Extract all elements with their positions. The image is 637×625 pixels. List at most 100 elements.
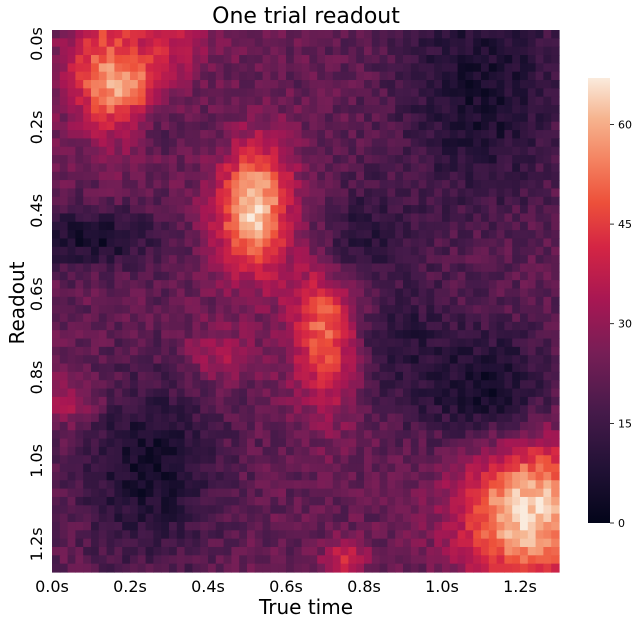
- heatmap-cell: [91, 321, 100, 331]
- heatmap-cell: [449, 355, 459, 365]
- heatmap-cell: [145, 105, 154, 114]
- heatmap-cell: [309, 438, 318, 448]
- heatmap-cell: [309, 371, 318, 381]
- heatmap-cell: [340, 155, 349, 165]
- heatmap-cell: [371, 446, 381, 456]
- heatmap-cell: [317, 521, 326, 531]
- heatmap-cell: [387, 388, 396, 398]
- heatmap-cell: [442, 55, 451, 64]
- x-tick-label: 0.4s: [191, 577, 225, 596]
- heatmap-cell: [52, 255, 61, 265]
- heatmap-cell: [153, 88, 162, 98]
- heatmap-cell: [340, 55, 349, 64]
- heatmap-cell: [410, 513, 420, 523]
- heatmap-cell: [153, 230, 162, 240]
- heatmap-cell: [91, 213, 100, 223]
- heatmap-cell: [442, 213, 451, 223]
- heatmap-cell: [465, 463, 474, 473]
- heatmap-cell: [247, 296, 256, 306]
- heatmap-cell: [278, 413, 287, 423]
- heatmap-cell: [239, 96, 248, 106]
- heatmap-cell: [98, 305, 108, 315]
- heatmap-cell: [309, 238, 318, 248]
- heatmap-cell: [114, 363, 123, 373]
- heatmap-cell: [83, 563, 92, 573]
- heatmap-cell: [122, 338, 131, 348]
- heatmap-cell: [262, 113, 271, 123]
- heatmap-cell: [215, 430, 225, 440]
- heatmap-cell: [496, 446, 505, 456]
- heatmap-cell: [75, 246, 84, 256]
- heatmap-cell: [496, 413, 505, 423]
- heatmap-cell: [364, 321, 373, 331]
- heatmap-cell: [449, 205, 459, 215]
- heatmap-cell: [379, 413, 388, 423]
- heatmap-cell: [301, 555, 310, 565]
- heatmap-cell: [223, 555, 232, 565]
- heatmap-cell: [340, 271, 349, 281]
- heatmap-cell: [293, 363, 303, 373]
- heatmap-cell: [247, 138, 256, 148]
- heatmap-cell: [75, 138, 84, 148]
- heatmap-cell: [512, 171, 521, 181]
- heatmap-cell: [449, 338, 459, 348]
- heatmap-cell: [332, 96, 342, 106]
- heatmap-cell: [176, 430, 186, 440]
- heatmap-cell: [496, 63, 505, 73]
- heatmap-cell: [254, 196, 264, 206]
- heatmap-cell: [270, 71, 279, 81]
- heatmap-cell: [488, 405, 498, 415]
- heatmap-cell: [317, 46, 326, 56]
- heatmap-cell: [449, 421, 459, 431]
- heatmap-cell: [106, 238, 115, 248]
- heatmap-cell: [348, 288, 357, 298]
- heatmap-cell: [52, 46, 61, 56]
- heatmap-cell: [169, 563, 178, 573]
- heatmap-cell: [59, 488, 69, 498]
- heatmap-cell: [59, 230, 69, 240]
- heatmap-cell: [348, 346, 357, 356]
- heatmap-cell: [145, 205, 154, 215]
- heatmap-cell: [332, 113, 342, 123]
- heatmap-cell: [254, 521, 264, 531]
- heatmap-cell: [122, 380, 131, 390]
- heatmap-cell: [247, 371, 256, 381]
- heatmap-cell: [59, 71, 69, 81]
- heatmap-cell: [106, 146, 115, 156]
- heatmap-cell: [278, 546, 287, 556]
- heatmap-cell: [254, 238, 264, 248]
- heatmap-cell: [317, 363, 326, 373]
- heatmap-cell: [200, 363, 209, 373]
- heatmap-cell: [527, 255, 537, 265]
- heatmap-cell: [114, 263, 123, 273]
- heatmap-cell: [192, 263, 201, 273]
- heatmap-cell: [231, 496, 240, 506]
- heatmap-cell: [309, 538, 318, 548]
- heatmap-cell: [83, 246, 92, 256]
- heatmap-cell: [535, 296, 544, 306]
- heatmap-cell: [83, 530, 92, 540]
- heatmap-cell: [83, 196, 92, 206]
- heatmap-cell: [403, 380, 412, 390]
- heatmap-cell: [457, 30, 466, 39]
- heatmap-cell: [286, 230, 295, 240]
- heatmap-cell: [457, 530, 466, 540]
- heatmap-cell: [200, 488, 209, 498]
- heatmap-cell: [356, 46, 365, 56]
- heatmap-cell: [317, 513, 326, 523]
- heatmap-cell: [356, 471, 365, 481]
- heatmap-cell: [301, 305, 310, 315]
- heatmap-cell: [309, 305, 318, 315]
- heatmap-cell: [215, 213, 225, 223]
- heatmap-cell: [223, 213, 232, 223]
- heatmap-cell: [426, 288, 435, 298]
- heatmap-cell: [410, 488, 420, 498]
- heatmap-cell: [317, 380, 326, 390]
- heatmap-cell: [356, 80, 365, 89]
- heatmap-cell: [348, 63, 357, 73]
- heatmap-cell: [122, 455, 131, 465]
- heatmap-cell: [114, 105, 123, 114]
- heatmap-cell: [67, 388, 76, 398]
- heatmap-cell: [512, 338, 521, 348]
